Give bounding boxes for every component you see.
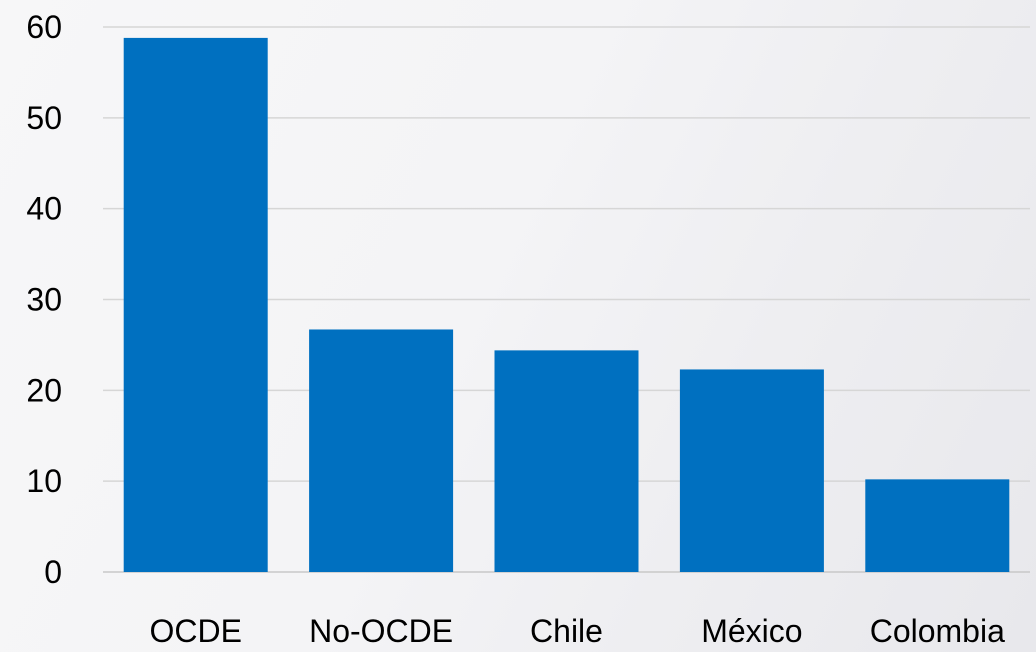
x-category-label: No-OCDE [309, 613, 453, 649]
y-tick-label: 20 [26, 372, 62, 408]
x-category-label: Colombia [870, 613, 1005, 649]
y-tick-label: 10 [26, 463, 62, 499]
y-axis-ticks: 0 10 20 30 40 50 60 [26, 9, 62, 590]
y-tick-label: 60 [26, 9, 62, 45]
bar-ocde [123, 37, 268, 572]
bar-no-ocde [309, 329, 454, 572]
y-tick-label: 0 [44, 554, 62, 590]
bars [123, 37, 1010, 572]
bar-colombia [865, 479, 1010, 572]
y-tick-label: 40 [26, 191, 62, 227]
bar-m-xico [679, 369, 824, 572]
x-axis-labels: OCDE No-OCDE Chile México Colombia [149, 613, 1005, 649]
x-category-label: México [701, 613, 802, 649]
x-category-label: Chile [530, 613, 603, 649]
y-tick-label: 30 [26, 282, 62, 318]
x-category-label: OCDE [149, 613, 241, 649]
y-tick-label: 50 [26, 100, 62, 136]
bar-chile [494, 350, 639, 572]
